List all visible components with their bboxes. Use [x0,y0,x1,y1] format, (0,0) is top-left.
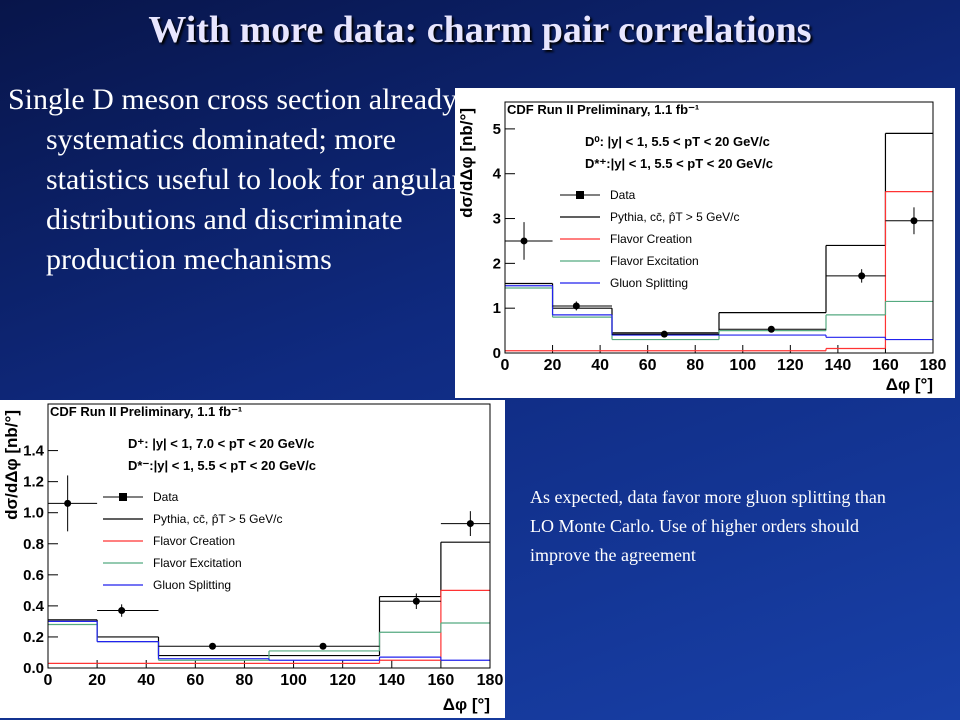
x-tick-label: 140 [825,357,852,374]
chart: CDF Run II Preliminary, 1.1 fb⁻¹ 0 1 2 3 4 5 0 2… [455,88,955,398]
y-tick-label: 0 [493,345,501,362]
legend-label: Gluon Splitting [153,578,231,592]
note-text: As expected, data favor more gluon split… [530,487,886,565]
legend-label: Flavor Excitation [153,556,242,570]
annotation: D⁰: |y| < 1, 5.5 < pT < 20 GeV/c [585,134,770,149]
data-point [466,520,474,528]
x-tick-label: 40 [137,672,155,689]
x-tick-label: 120 [329,672,356,689]
data-point [209,642,217,650]
x-tick-label: 180 [477,672,504,689]
annotation: D⁺: |y| < 1, 7.0 < pT < 20 GeV/c [128,436,314,451]
y-axis-label: dσ/dΔφ [nb/°] [2,410,21,520]
annotation: D*⁺:|y| < 1, 5.5 < pT < 20 GeV/c [585,156,773,171]
legend-marker [576,191,584,199]
y-tick-label: 0.4 [23,598,45,615]
x-tick-label: 60 [639,357,657,374]
x-tick-label: 20 [88,672,106,689]
data-point [64,499,72,507]
y-tick-label: 3 [493,211,501,228]
legend-label: Gluon Splitting [610,276,688,290]
data-point [910,217,918,225]
x-tick-label: 100 [729,357,756,374]
x-tick-label: 160 [872,357,899,374]
legend-label: Data [610,188,636,202]
y-tick-label: 0.8 [23,536,44,553]
y-tick-label: 1.4 [23,443,45,460]
data-point [767,325,775,333]
annotation: D*⁻:|y| < 1, 5.5 < pT < 20 GeV/c [128,458,316,473]
x-tick-label: 80 [236,672,254,689]
data-point [660,330,668,338]
x-tick-label: 20 [544,357,562,374]
x-tick-label: 100 [280,672,307,689]
legend-label: Pythia, cc̄, p̂T > 5 GeV/c [610,210,740,224]
y-tick-label: 0.0 [23,660,44,677]
legend-label: Flavor Creation [610,232,692,246]
legend-label: Pythia, cc̄, p̂T > 5 GeV/c [153,512,283,526]
x-tick-label: 0 [44,672,53,689]
y-tick-label: 1 [493,300,501,317]
x-axis-label: Δφ [°] [443,695,490,714]
chart-title: CDF Run II Preliminary, 1.1 fb⁻¹ [50,404,242,419]
y-tick-label: 0.6 [23,567,44,584]
plot-frame [504,101,934,354]
legend-label: Data [153,490,179,504]
x-tick-label: 40 [591,357,609,374]
x-tick-label: 60 [186,672,204,689]
chart: CDF Run II Preliminary, 1.1 fb⁻¹ 0.0 0.2 0.… [0,400,505,718]
x-tick-label: 180 [920,357,947,374]
y-tick-label: 1.0 [23,505,44,522]
data-point [520,237,528,245]
plot-frame [47,403,491,669]
chart-background [0,400,505,718]
data-point [572,302,580,310]
chart-title: CDF Run II Preliminary, 1.1 fb⁻¹ [507,102,699,117]
data-point [412,597,420,605]
legend-label: Flavor Creation [153,534,235,548]
y-tick-label: 4 [493,166,502,183]
bullet-text: Single D meson cross section already sys… [8,83,462,276]
x-axis-label: Δφ [°] [886,375,933,394]
y-tick-label: 0.2 [23,629,44,646]
legend-marker [119,493,127,501]
x-tick-label: 80 [686,357,704,374]
y-tick-label: 1.2 [23,474,44,491]
data-point [858,272,866,280]
data-point [319,642,327,650]
x-tick-label: 160 [428,672,455,689]
data-point [118,607,126,615]
y-axis-label: dσ/dΔφ [nb/°] [457,108,476,218]
x-tick-label: 0 [501,357,510,374]
y-tick-label: 5 [493,121,501,138]
x-tick-label: 140 [378,672,405,689]
y-tick-label: 2 [493,255,501,272]
x-tick-label: 120 [777,357,804,374]
chart-background [455,88,955,398]
slide-title: With more data: charm pair correlations [148,9,812,51]
legend-label: Flavor Excitation [610,254,699,268]
